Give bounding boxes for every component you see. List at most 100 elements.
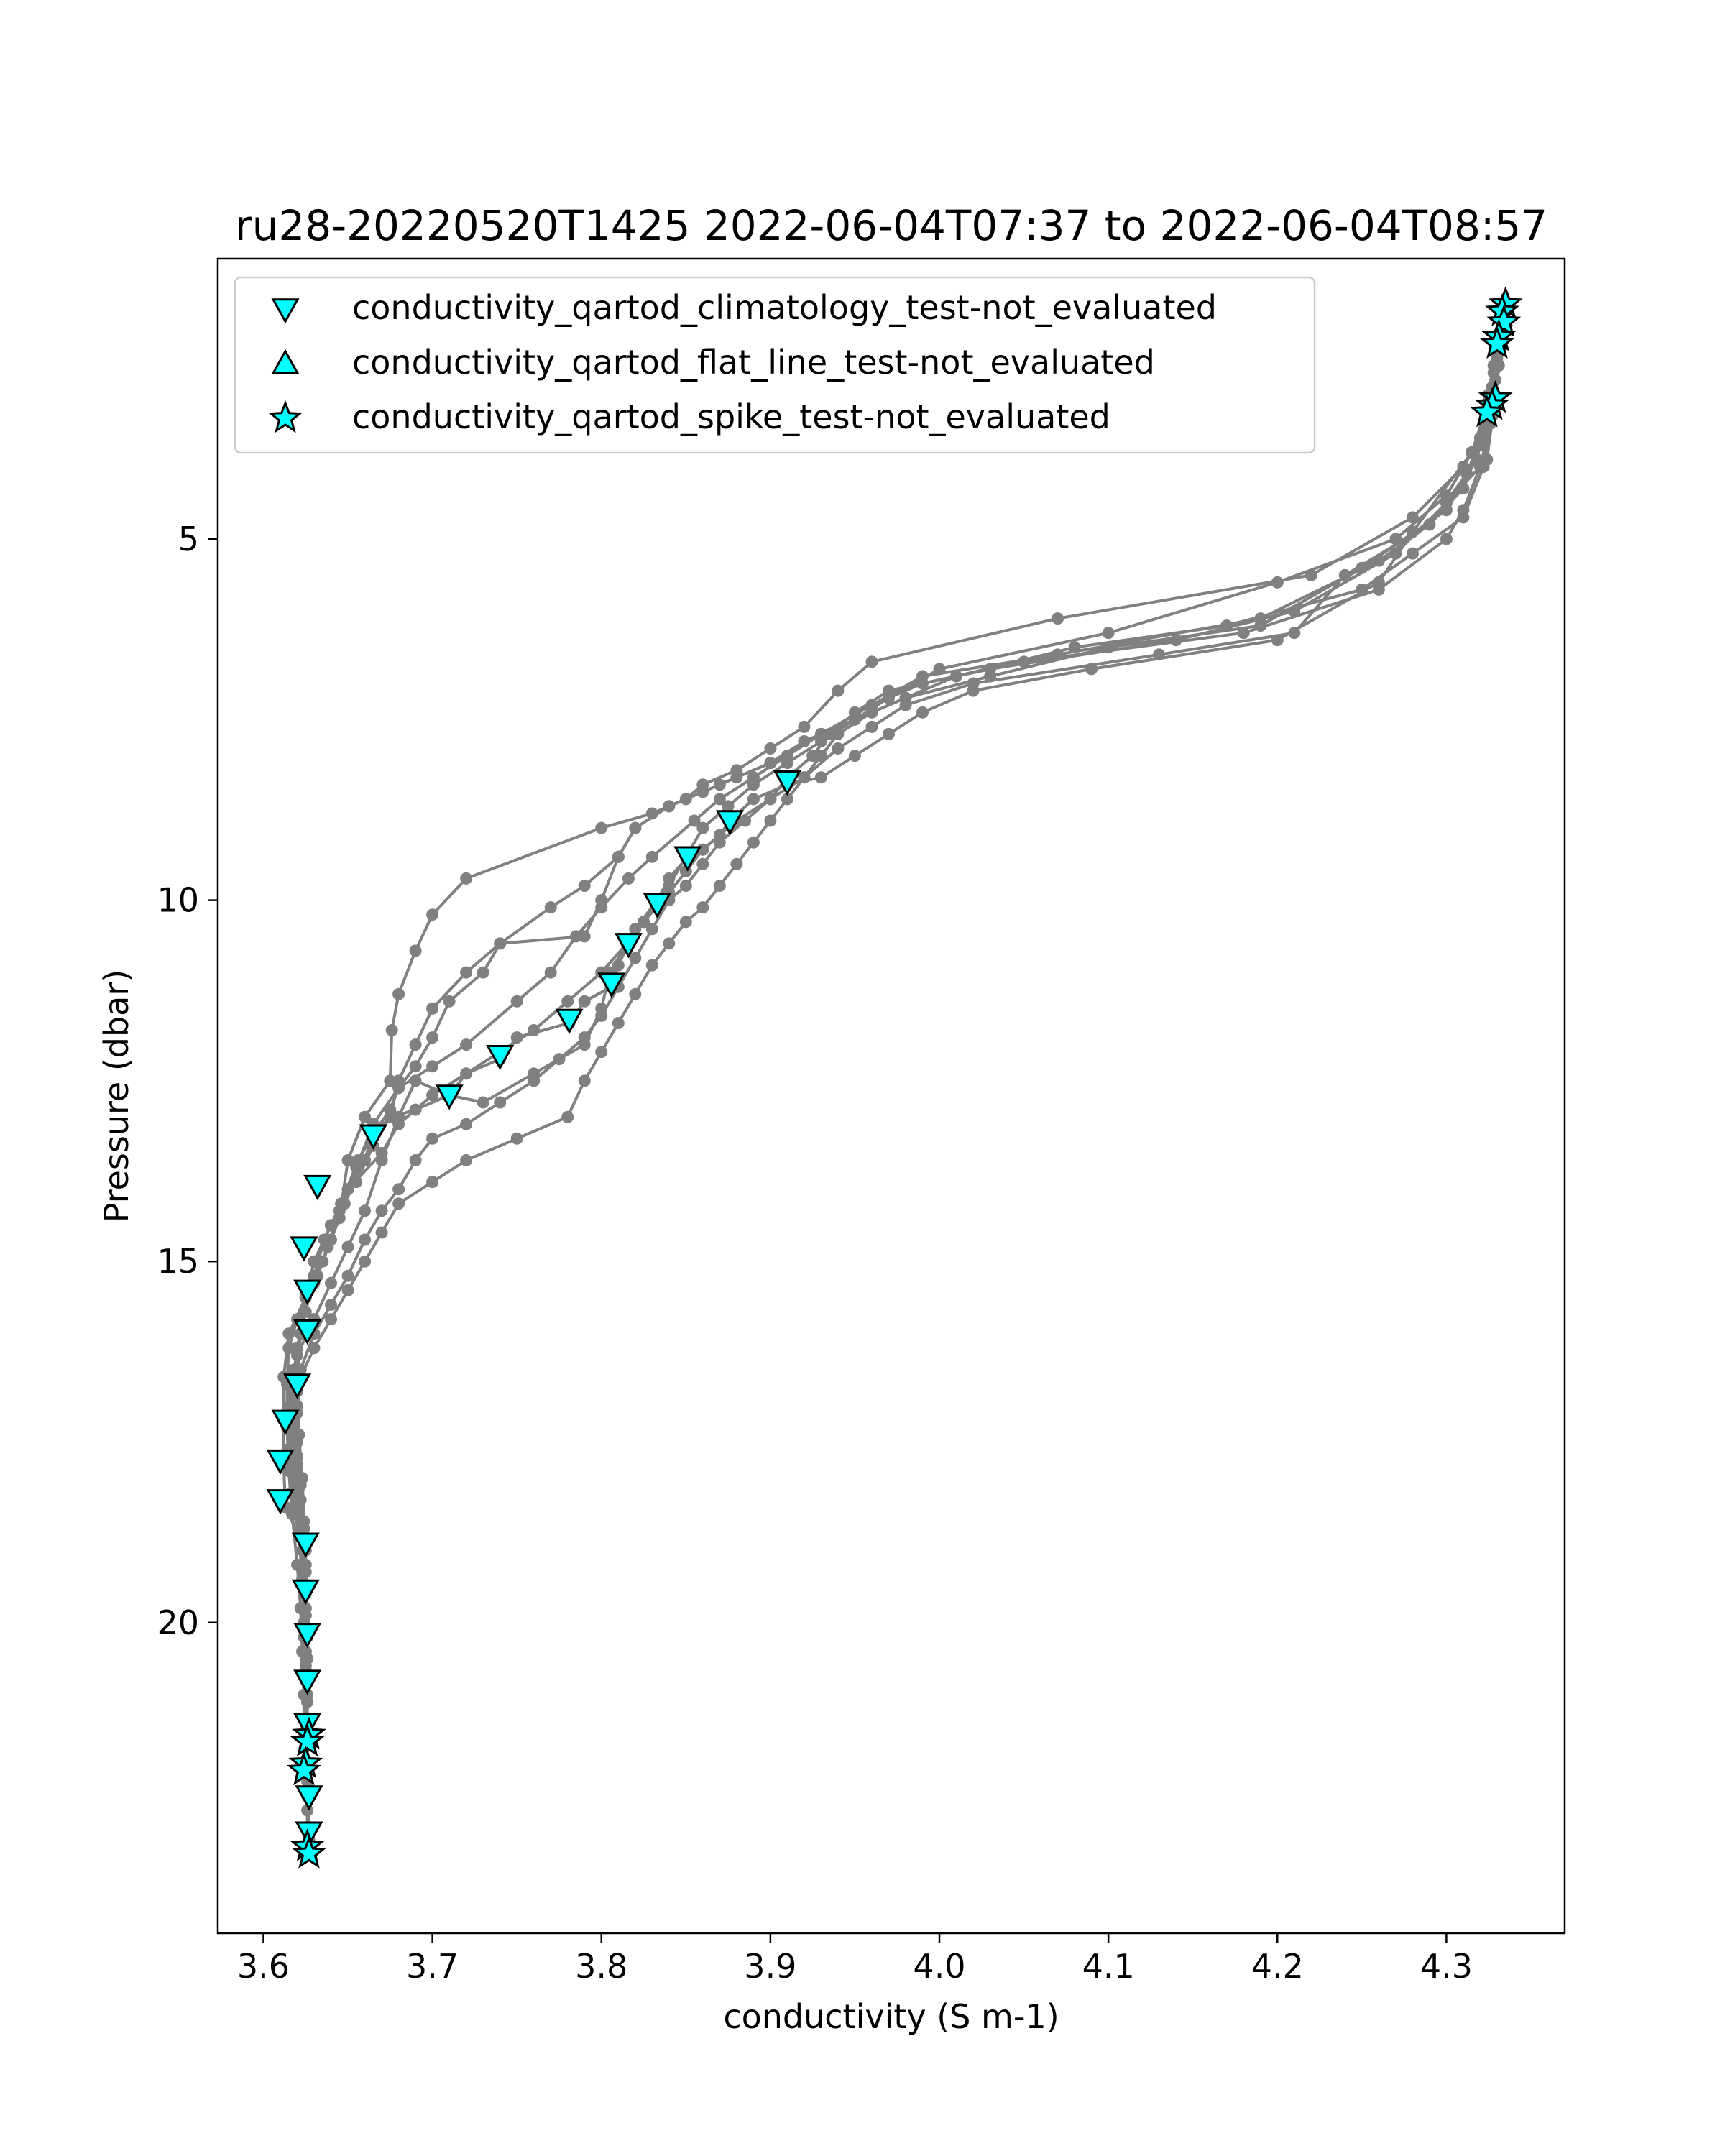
profile-point	[291, 1342, 303, 1355]
profile-point	[443, 995, 456, 1008]
profile-point	[713, 793, 726, 806]
profile-point	[696, 901, 709, 914]
profile-point	[629, 821, 642, 834]
climatology-flag-point	[293, 1623, 322, 1649]
profile-point	[426, 1002, 439, 1015]
x-tick-label: 3.8	[575, 1947, 627, 1986]
x-tick-label: 4.3	[1420, 1947, 1473, 1986]
profile-point	[848, 750, 861, 763]
climatology-flag-point	[597, 972, 626, 998]
profile-point	[544, 966, 557, 979]
profile-point	[341, 1269, 354, 1282]
profile-point	[409, 944, 422, 957]
profile-point	[409, 1060, 422, 1073]
plot-frame	[216, 257, 1566, 1935]
profile-point	[747, 836, 760, 849]
spike-flag-point	[1469, 394, 1504, 428]
profile-point	[335, 1197, 348, 1210]
climatology-flag-point	[271, 1409, 300, 1435]
profile-point	[375, 1226, 388, 1239]
x-tick-label: 4.2	[1251, 1947, 1304, 1986]
legend-frame	[234, 276, 1316, 454]
profile-point	[409, 1103, 422, 1116]
climatology-flag-point	[293, 1319, 322, 1345]
y-tick-label: 10	[157, 881, 199, 920]
profile-point	[814, 750, 827, 763]
profile-point	[967, 684, 980, 697]
profile-point	[282, 1342, 295, 1355]
climatology-flag-point	[643, 893, 671, 919]
climatology-flag-point	[295, 1785, 323, 1811]
profile-point	[781, 757, 794, 770]
profile-point	[553, 1053, 566, 1066]
profile-point	[578, 1074, 591, 1087]
profile-point	[713, 778, 726, 791]
climatology-flag-point	[266, 1489, 295, 1515]
profile-point	[663, 937, 676, 950]
profile-point	[848, 706, 861, 719]
profile-point	[1068, 641, 1081, 654]
profile-point	[375, 1154, 388, 1166]
profile-point	[883, 684, 895, 697]
legend-triangle-up-icon	[271, 349, 300, 374]
profile-point	[612, 1017, 625, 1029]
profile-point	[301, 1695, 314, 1708]
profile-point	[294, 1493, 307, 1506]
x-tick-label: 3.7	[406, 1947, 459, 1986]
profile-point	[570, 930, 582, 943]
profile-point	[865, 720, 878, 733]
profile-point	[325, 1313, 337, 1326]
profile-point	[392, 1197, 405, 1210]
profile-point	[814, 727, 827, 740]
profile-point	[426, 1132, 439, 1145]
profile-point	[832, 742, 845, 755]
profile-point	[375, 1204, 388, 1217]
spike-flag-point	[290, 1723, 325, 1756]
profile-point	[392, 1183, 405, 1196]
profile-point	[460, 1067, 473, 1080]
profile-point	[460, 872, 473, 885]
profile-point	[679, 916, 692, 929]
climatology-flag-point	[773, 770, 801, 796]
profile-point	[325, 1276, 337, 1289]
profile-line-5	[292, 336, 1501, 1840]
profile-point	[494, 937, 507, 950]
profile-point	[638, 916, 650, 929]
profile-point	[781, 793, 794, 806]
chart-title: ru28-20220520T1425 2022-06-04T07:37 to 2…	[235, 201, 1547, 250]
profile-point	[764, 757, 777, 770]
climatology-flag-point	[266, 1449, 295, 1475]
profile-point	[494, 1096, 507, 1109]
profile-point	[409, 1038, 422, 1051]
legend-label-spike: conductivity_qartod_spike_test-not_evalu…	[352, 397, 1110, 436]
profile-point	[341, 1154, 354, 1166]
profile-point	[1356, 583, 1368, 596]
climatology-flag-point	[555, 1008, 584, 1034]
profile-point	[764, 742, 777, 755]
legend-marker-flat-line	[271, 349, 300, 374]
profile-point	[426, 908, 439, 921]
profile-point	[392, 987, 405, 1000]
profile-point	[747, 793, 760, 806]
climatology-flag-point	[303, 1174, 332, 1201]
climatology-flag-point	[291, 1579, 320, 1605]
profile-point	[663, 800, 676, 813]
spike-flag-point	[1480, 326, 1514, 359]
profile-point	[384, 1074, 397, 1087]
profile-point	[679, 880, 692, 892]
profile-point	[1492, 359, 1505, 372]
profile-point	[544, 901, 557, 914]
profile-point	[645, 850, 658, 863]
profile-point	[612, 850, 625, 863]
profile-point	[528, 1074, 540, 1087]
climatology-flag-point	[293, 1669, 322, 1695]
y-axis: 5 10 15 20	[157, 520, 218, 1642]
profile-point	[359, 1233, 372, 1246]
profile-point	[645, 959, 658, 972]
x-tick-label: 3.6	[237, 1947, 290, 1986]
profile-point	[426, 1089, 439, 1102]
profile-point	[392, 1082, 405, 1095]
profile-point	[1477, 461, 1490, 473]
profile-point	[798, 720, 811, 733]
y-tick-label: 15	[157, 1242, 199, 1281]
